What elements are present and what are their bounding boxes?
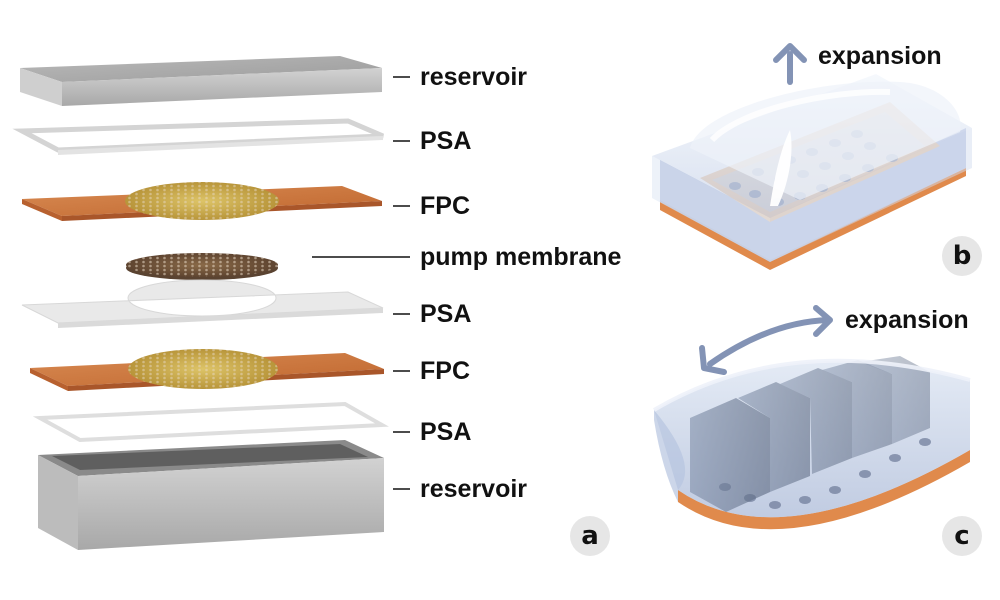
label-psa-1: PSA xyxy=(420,127,472,155)
panel-c-expansion-label: expansion xyxy=(845,306,969,334)
layer-reservoir-top xyxy=(20,56,382,106)
label-reservoir-top: reservoir xyxy=(420,63,528,91)
layer-pump-membrane xyxy=(126,253,278,280)
leader-lines xyxy=(312,76,410,490)
label-psa-3: PSA xyxy=(420,418,472,446)
label-fpc-1: FPC xyxy=(420,192,470,220)
label-pump-membrane: pump membrane xyxy=(420,243,622,271)
layer-psa-3 xyxy=(32,401,389,443)
badge-a: a xyxy=(570,516,610,556)
panel-b-illustration xyxy=(652,43,972,270)
layer-reservoir-bottom xyxy=(38,440,384,550)
layer-fpc-2 xyxy=(30,349,384,391)
layer-fpc-1 xyxy=(22,182,382,221)
layer-psa-1 xyxy=(12,118,384,155)
badge-b: b xyxy=(942,236,982,276)
label-reservoir-bottom: reservoir xyxy=(420,475,528,503)
layer-psa-2 xyxy=(21,279,384,328)
label-fpc-2: FPC xyxy=(420,357,470,385)
panel-c-illustration xyxy=(652,305,971,530)
panel-b-expansion-label: expansion xyxy=(818,42,942,70)
label-psa-2: PSA xyxy=(420,300,472,328)
badge-c: c xyxy=(942,516,982,556)
